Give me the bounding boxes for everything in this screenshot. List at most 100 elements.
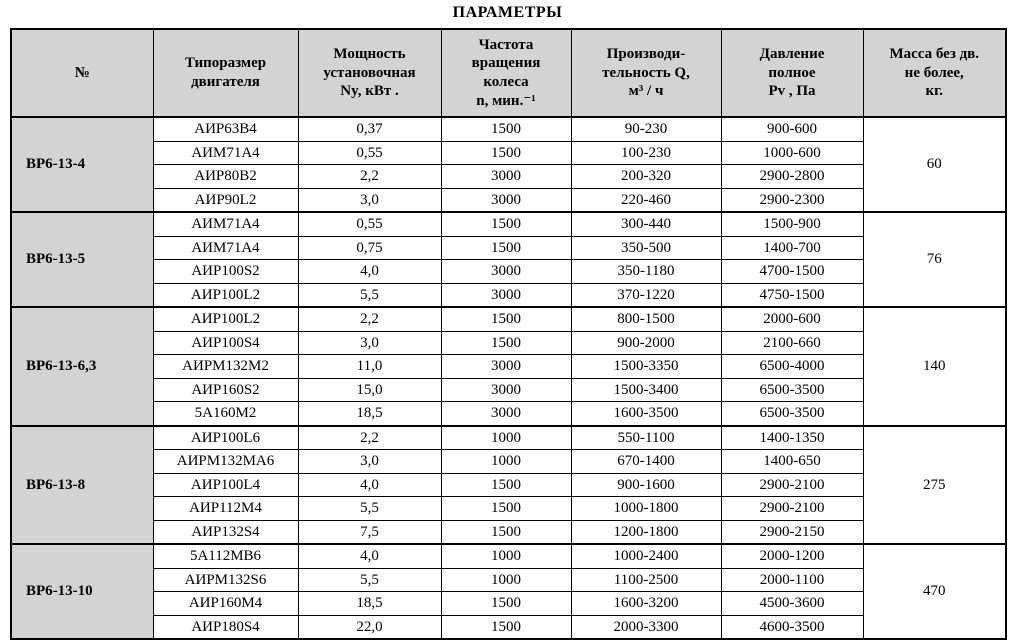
cell-motor: АИМ71А4	[152, 235, 299, 260]
cell-pressure: 6500-3500	[720, 401, 864, 426]
cell-power: 11,0	[297, 354, 442, 379]
cell-motor: АИР160М4	[152, 591, 299, 616]
cell-freq: 3000	[440, 282, 572, 308]
cell-capacity: 670-1400	[570, 449, 722, 474]
cell-freq: 1500	[440, 614, 572, 640]
cell-pressure: 4600-3500	[720, 614, 864, 640]
cell-power: 18,5	[297, 401, 442, 426]
cell-pressure: 900-600	[720, 116, 864, 142]
cell-pressure: 1000-600	[720, 140, 864, 165]
table-body: ВР6-13-4 АИР63В4 0,37 1500 90-230 900-600 60 АИ…	[10, 116, 1007, 640]
column-header-power: Мощность установочная Ny, кВт .	[297, 28, 442, 118]
cell-power: 0,37	[297, 116, 442, 142]
cell-freq: 1500	[440, 306, 572, 332]
cell-capacity: 90-230	[570, 116, 722, 142]
cell-freq: 1500	[440, 591, 572, 616]
cell-freq: 1500	[440, 211, 572, 237]
cell-power: 7,5	[297, 519, 442, 545]
column-header-pressure: Давление полное Pv , Па	[720, 28, 864, 118]
cell-pressure: 6500-4000	[720, 354, 864, 379]
cell-power: 4,0	[297, 543, 442, 569]
table-row: АИМ71А4 0,75 1500 350-500 1400-700	[11, 235, 1006, 260]
table-row: АИР180S4 22,0 1500 2000-3300 4600-3500	[11, 614, 1006, 640]
cell-power: 2,2	[297, 424, 442, 450]
mass-cell: 140	[862, 306, 1007, 426]
cell-pressure: 2900-2100	[720, 496, 864, 521]
table-row: АИР160S2 15,0 3000 1500-3400 6500-3500	[11, 377, 1006, 402]
cell-freq: 3000	[440, 187, 572, 213]
cell-power: 3,0	[297, 330, 442, 355]
table-row: АИМ71А4 0,55 1500 100-230 1000-600	[11, 140, 1006, 165]
cell-pressure: 1400-700	[720, 235, 864, 260]
cell-capacity: 370-1220	[570, 282, 722, 308]
cell-motor: АИР112М4	[152, 496, 299, 521]
cell-pressure: 2000-1200	[720, 543, 864, 569]
cell-power: 18,5	[297, 591, 442, 616]
cell-capacity: 100-230	[570, 140, 722, 165]
cell-pressure: 2900-2800	[720, 164, 864, 189]
cell-power: 2,2	[297, 306, 442, 332]
table-row: ВР6-13-4 АИР63В4 0,37 1500 90-230 900-600 60	[10, 116, 1007, 213]
table-row: АИР112М4 5,5 1500 1000-1800 2900-2100	[11, 496, 1006, 521]
cell-capacity: 220-460	[570, 187, 722, 213]
cell-capacity: 300-440	[570, 211, 722, 237]
cell-pressure: 1400-1350	[720, 424, 864, 450]
cell-pressure: 2900-2300	[720, 187, 864, 213]
cell-capacity: 1600-3200	[570, 591, 722, 616]
cell-pressure: 6500-3500	[720, 377, 864, 402]
cell-freq: 3000	[440, 164, 572, 189]
table-header: № Типоразмер двигателя Мощность установочн…	[10, 28, 1007, 118]
cell-motor: АИР160S2	[152, 377, 299, 402]
cell-capacity: 1000-1800	[570, 496, 722, 521]
cell-pressure: 2900-2100	[720, 472, 864, 497]
table-row: АИРМ132S6 5,5 1000 1100-2500 2000-1100	[11, 567, 1006, 592]
cell-pressure: 2000-1100	[720, 567, 864, 592]
table-row: ВР6-13-10 5А112МВ6 4,0 1000 1000-2400 2000-12…	[10, 543, 1007, 640]
table-row: АИР90L2 3,0 3000 220-460 2900-2300	[11, 187, 1006, 213]
cell-pressure: 2100-660	[720, 330, 864, 355]
table-row: ВР6-13-5 АИМ71А4 0,55 1500 300-440 1500-900 76	[10, 211, 1007, 308]
cell-motor: АИР63В4	[152, 116, 299, 142]
cell-power: 5,5	[297, 496, 442, 521]
cell-motor: АИРМ132М2	[152, 354, 299, 379]
table-row: АИР100S4 3,0 1500 900-2000 2100-660	[11, 330, 1006, 355]
cell-motor: АИР180S4	[152, 614, 299, 640]
cell-power: 4,0	[297, 259, 442, 284]
cell-pressure: 1500-900	[720, 211, 864, 237]
cell-capacity: 200-320	[570, 164, 722, 189]
cell-motor: АИРМ132S6	[152, 567, 299, 592]
cell-capacity: 1500-3350	[570, 354, 722, 379]
cell-power: 3,0	[297, 449, 442, 474]
cell-pressure: 4500-3600	[720, 591, 864, 616]
cell-motor: АИР100S2	[152, 259, 299, 284]
table-row: АИР100L4 4,0 1500 900-1600 2900-2100	[11, 472, 1006, 497]
cell-motor: АИР100L4	[152, 472, 299, 497]
mass-cell: 470	[862, 543, 1007, 640]
cell-motor: АИР100S4	[152, 330, 299, 355]
group-label-cell: ВР6-13-6,3	[10, 306, 154, 426]
group-label-cell: ВР6-13-4	[10, 116, 154, 213]
cell-capacity: 550-1100	[570, 424, 722, 450]
cell-motor: АИР100L6	[152, 424, 299, 450]
table-row: АИРМ132МА6 3,0 1000 670-1400 1400-650	[11, 449, 1006, 474]
cell-pressure: 4750-1500	[720, 282, 864, 308]
mass-cell: 275	[862, 424, 1007, 545]
cell-power: 22,0	[297, 614, 442, 640]
cell-power: 0,75	[297, 235, 442, 260]
cell-capacity: 350-500	[570, 235, 722, 260]
cell-freq: 1000	[440, 449, 572, 474]
group-label-cell: ВР6-13-8	[10, 424, 154, 545]
table-row: АИР80В2 2,2 3000 200-320 2900-2800	[11, 164, 1006, 189]
group-label-cell: ВР6-13-5	[10, 211, 154, 308]
cell-power: 0,55	[297, 211, 442, 237]
mass-cell: 76	[862, 211, 1007, 308]
group-label-cell: ВР6-13-10	[10, 543, 154, 640]
cell-capacity: 2000-3300	[570, 614, 722, 640]
cell-capacity: 900-1600	[570, 472, 722, 497]
cell-capacity: 350-1180	[570, 259, 722, 284]
cell-pressure: 2900-2150	[720, 519, 864, 545]
cell-power: 2,2	[297, 164, 442, 189]
table-row: АИР132S4 7,5 1500 1200-1800 2900-2150	[11, 519, 1006, 545]
table-row: 5А160М2 18,5 3000 1600-3500 6500-3500	[11, 401, 1006, 426]
cell-capacity: 900-2000	[570, 330, 722, 355]
